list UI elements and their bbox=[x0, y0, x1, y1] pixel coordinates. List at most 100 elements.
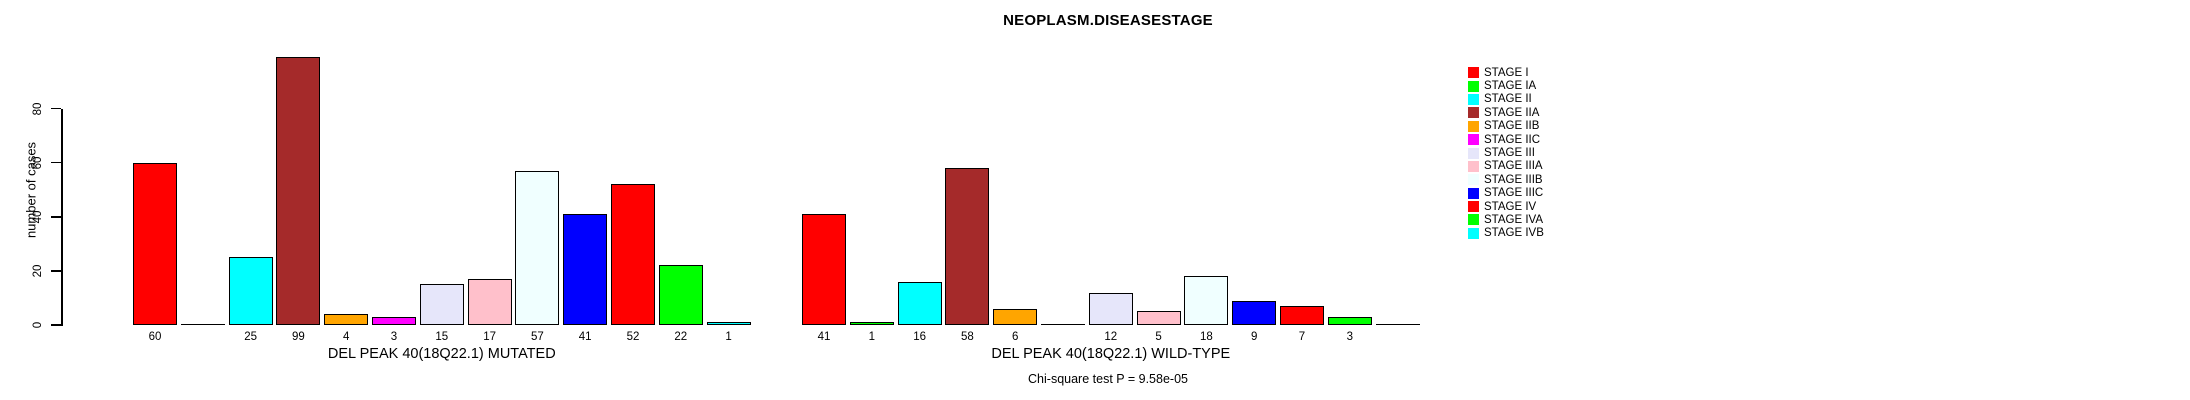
bar-value-label: 1 bbox=[868, 331, 875, 343]
bar-value-label: 15 bbox=[435, 331, 449, 343]
y-axis-tick bbox=[51, 324, 61, 326]
legend-swatch bbox=[1468, 160, 1479, 172]
bar-value-label: 4 bbox=[342, 331, 350, 343]
zero-height-bar bbox=[1041, 323, 1085, 325]
y-axis-tick bbox=[51, 107, 61, 110]
legend-swatch bbox=[1468, 80, 1479, 92]
x-axis-group-label: DEL PEAK 40(18Q22.1) WILD-TYPE bbox=[991, 346, 1231, 362]
bar bbox=[1232, 300, 1277, 325]
bar-value-label: 41 bbox=[817, 331, 831, 343]
bar bbox=[706, 322, 751, 325]
legend-swatch bbox=[1468, 120, 1479, 132]
legend-item: STAGE IV bbox=[1468, 200, 1544, 213]
bar-value-label: 12 bbox=[1104, 331, 1118, 343]
bar-value-label: 9 bbox=[1250, 331, 1258, 343]
y-axis-tick bbox=[51, 216, 61, 218]
bar bbox=[372, 316, 416, 325]
bar bbox=[324, 314, 369, 325]
legend-swatch bbox=[1468, 107, 1479, 119]
y-axis-tick bbox=[51, 270, 61, 272]
legend-swatch bbox=[1468, 134, 1479, 146]
bar-value-label: 22 bbox=[674, 331, 688, 343]
bar bbox=[276, 57, 321, 325]
y-tick-label: 60 bbox=[32, 156, 44, 170]
legend-item-label: STAGE IVA bbox=[1484, 213, 1544, 226]
bar bbox=[849, 322, 894, 325]
bar-value-label: 6 bbox=[1011, 331, 1019, 343]
legend-item-label: STAGE IV bbox=[1484, 200, 1537, 213]
legend-swatch bbox=[1468, 93, 1479, 105]
y-axis-line bbox=[61, 108, 63, 326]
bar bbox=[1280, 306, 1324, 325]
legend-item: STAGE IIB bbox=[1468, 120, 1544, 133]
legend-item: STAGE IIIA bbox=[1468, 160, 1544, 173]
legend-item-label: STAGE IIIA bbox=[1484, 160, 1543, 173]
y-tick-label: 40 bbox=[32, 210, 44, 224]
legend-swatch bbox=[1468, 201, 1479, 213]
bar bbox=[945, 168, 990, 325]
legend-item-label: STAGE IIB bbox=[1484, 120, 1540, 133]
bar bbox=[467, 278, 512, 325]
bar-value-label: 58 bbox=[960, 331, 974, 343]
chart-title: NEOPLASM.DISEASESTAGE bbox=[1003, 12, 1213, 29]
bar-value-label: 3 bbox=[1346, 331, 1353, 343]
y-tick-label: 0 bbox=[32, 321, 44, 329]
legend-item: STAGE IA bbox=[1468, 79, 1544, 92]
legend-swatch bbox=[1468, 187, 1479, 199]
legend-item-label: STAGE II bbox=[1484, 93, 1532, 106]
legend: STAGE I STAGE IA STAGE II STAGE IIA STAGE II… bbox=[1468, 66, 1544, 240]
legend-item: STAGE I bbox=[1468, 66, 1544, 79]
bar-value-label: 5 bbox=[1155, 331, 1162, 343]
y-axis-tick bbox=[51, 161, 61, 164]
bar-value-label: 3 bbox=[390, 331, 398, 343]
bar-value-label: 41 bbox=[578, 331, 592, 343]
bar-value-label: 18 bbox=[1199, 331, 1213, 343]
bar-value-label: 25 bbox=[244, 331, 257, 343]
bar bbox=[1184, 276, 1229, 325]
legend-item: STAGE IVB bbox=[1468, 227, 1544, 240]
bar bbox=[515, 170, 560, 325]
legend-item: STAGE IIA bbox=[1468, 106, 1544, 119]
legend-item: STAGE IIIB bbox=[1468, 173, 1544, 186]
legend-item: STAGE III bbox=[1468, 146, 1544, 159]
bar-value-label: 17 bbox=[483, 331, 496, 343]
legend-item-label: STAGE IIA bbox=[1484, 106, 1540, 119]
bar bbox=[658, 265, 703, 325]
bar bbox=[611, 184, 655, 325]
legend-item: STAGE IIIC bbox=[1468, 187, 1544, 200]
bar-value-label: 7 bbox=[1298, 331, 1306, 343]
legend-item-label: STAGE IIC bbox=[1484, 133, 1541, 146]
legend-item-label: STAGE IA bbox=[1484, 80, 1537, 93]
bar-value-label: 1 bbox=[725, 331, 732, 343]
y-tick-label: 20 bbox=[32, 264, 44, 278]
legend-item-label: STAGE I bbox=[1484, 66, 1529, 79]
bar-value-label: 99 bbox=[291, 331, 305, 343]
y-tick-label: 80 bbox=[32, 102, 44, 115]
legend-swatch bbox=[1468, 214, 1479, 226]
legend-item-label: STAGE IIIC bbox=[1484, 187, 1544, 200]
bar-value-label: 52 bbox=[626, 331, 640, 343]
legend-swatch bbox=[1468, 227, 1479, 239]
legend-item: STAGE IIC bbox=[1468, 133, 1544, 146]
zero-height-bar bbox=[180, 323, 225, 325]
bar bbox=[419, 284, 464, 325]
chi-square-annotation: Chi-square test P = 9.58e-05 bbox=[1028, 372, 1188, 386]
bar bbox=[563, 214, 608, 325]
legend-item-label: STAGE IIIB bbox=[1484, 173, 1543, 186]
legend-swatch bbox=[1468, 174, 1479, 186]
legend-item-label: STAGE III bbox=[1484, 147, 1535, 160]
bar-value-label: 57 bbox=[530, 331, 544, 343]
bar bbox=[1088, 292, 1133, 325]
bar bbox=[897, 281, 942, 325]
bar-value-label: 60 bbox=[148, 331, 162, 343]
bar bbox=[1327, 316, 1372, 325]
bar bbox=[993, 308, 1038, 325]
legend-swatch bbox=[1468, 67, 1479, 79]
bar bbox=[802, 214, 846, 325]
bar bbox=[1136, 311, 1181, 325]
bar bbox=[133, 162, 177, 325]
legend-item: STAGE IVA bbox=[1468, 213, 1544, 226]
legend-item: STAGE II bbox=[1468, 93, 1544, 106]
legend-swatch bbox=[1468, 147, 1479, 159]
